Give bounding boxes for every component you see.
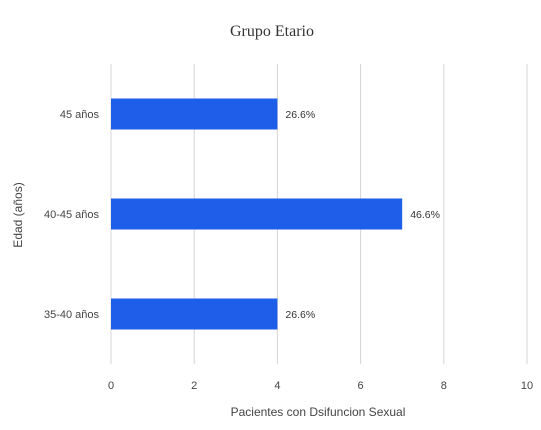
bar-data-label: 26.6% [285,309,315,321]
bar-data-label: 26.6% [285,109,315,121]
x-tick-label: 6 [358,380,364,392]
x-tick-label: 8 [441,380,447,392]
chart-title: Grupo Etario [230,23,314,40]
y-tick-label: 40-45 años [44,209,100,221]
y-axis-label: Edad (años) [11,182,25,247]
bar [111,198,403,230]
data-labels: 26.6% 46.6% 26.6% [285,109,440,321]
y-tick-label: 35-40 años [44,309,100,321]
bar-data-label: 46.6% [410,209,440,221]
bar [111,98,278,130]
x-tick-label: 2 [191,380,197,392]
y-tick-label: 45 años [60,109,100,121]
bar [111,298,278,330]
x-axis-label: Pacientes con Dsifuncion Sexual [231,405,406,419]
x-tick-label: 10 [521,380,533,392]
x-tick-labels: 0 2 4 6 8 10 [108,380,533,392]
x-tick-label: 0 [108,380,114,392]
y-tick-labels: 45 años 40-45 años 35-40 años [44,109,100,321]
bars [111,98,403,330]
x-tick-label: 4 [274,380,280,392]
